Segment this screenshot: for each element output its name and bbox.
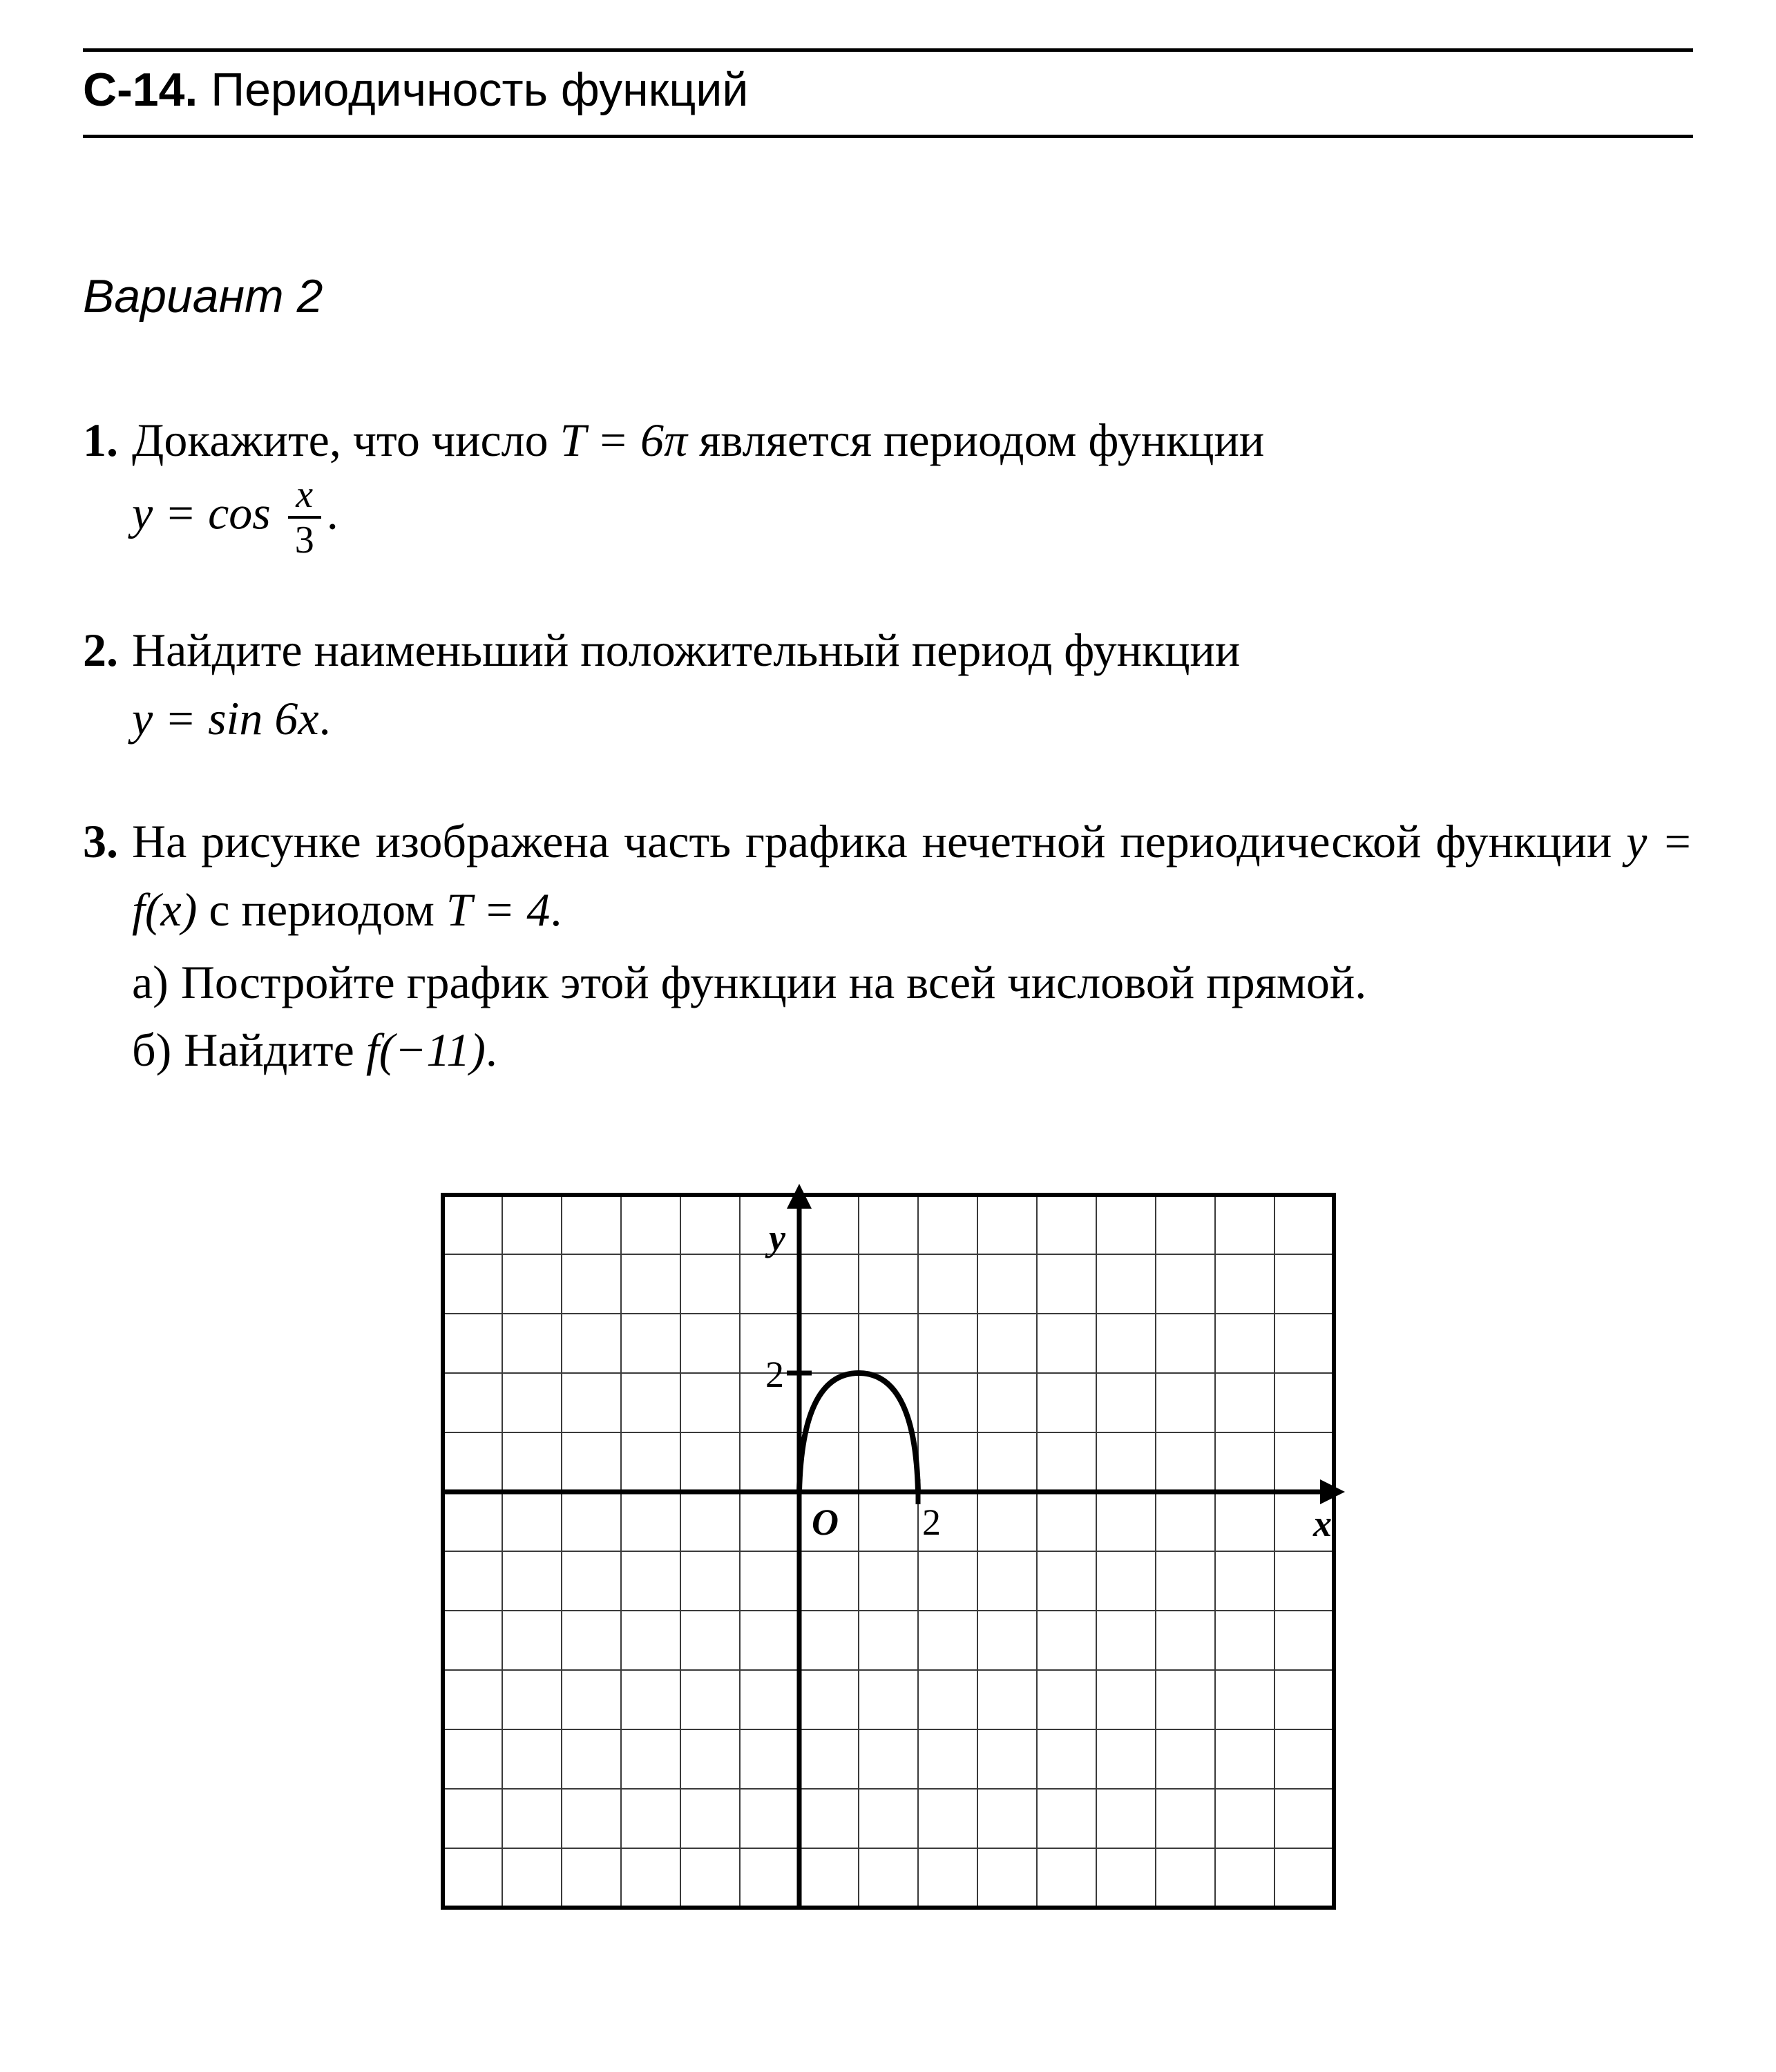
problem-3-period: . [550,883,562,936]
problem-3: 3. На рисунке изображена часть графика н… [83,807,1693,1084]
chart: yxO22 [415,1167,1362,1935]
problem-2-eq: y = sin 6x [132,692,319,745]
problem-3-sub-b-label: б) [132,1016,184,1084]
problem-3-body: На рисунке изображена часть графика нече… [132,807,1693,1084]
problem-3-text-b: с периодом [197,883,446,936]
problem-3-text-a: На рисунке изображена часть графика нече… [132,815,1626,867]
section-title: Периодичность функций [211,64,748,116]
problem-3-sub-a-text: Постройте график этой функции на всей чи… [181,948,1693,1017]
svg-text:2: 2 [922,1502,941,1543]
problem-2-text-a: Найдите наименьший положительный период … [132,624,1240,676]
section-header: С-14. Периодичность функций [83,52,1693,135]
problem-3-sub-a-label: а) [132,948,181,1017]
section-code: С-14. [83,64,198,116]
svg-text:x: x [1312,1503,1332,1544]
rule-bottom [83,135,1693,138]
problem-2-number: 2. [83,616,132,752]
problem-1-frac-top: x [288,474,321,519]
problem-2-body: Найдите наименьший положительный период … [132,616,1693,752]
problem-1: 1. Докажите, что число T = 6π является п… [83,406,1693,561]
svg-text:O: O [812,1502,839,1543]
problem-2: 2. Найдите наименьший положительный пери… [83,616,1693,752]
problem-1-fraction: x3 [288,474,321,562]
problem-3-sub-b: б) Найдите f(−11). [132,1016,1693,1084]
problem-1-text-a: Докажите, что число [132,414,560,466]
problem-2-period: . [319,692,331,745]
problem-1-text-b: является периодом функции [687,414,1264,466]
problem-3-sub-b-text: Найдите f(−11). [184,1016,1693,1084]
problem-1-period: . [327,486,338,539]
problem-1-eq-prefix: y = cos [132,486,283,539]
problem-1-frac-bot: 3 [288,519,321,561]
svg-text:2: 2 [765,1354,784,1395]
problem-3-sub-a: а) Постройте график этой функции на всей… [132,948,1693,1017]
problem-3-number: 3. [83,807,132,1084]
problem-1-body: Докажите, что число T = 6π является пери… [132,406,1693,561]
chart-container: yxO22 [83,1167,1693,1935]
problem-3-sublist: а) Постройте график этой функции на всей… [132,948,1693,1084]
problem-1-number: 1. [83,406,132,561]
problems-container: 1. Докажите, что число T = 6π является п… [83,406,1693,1084]
variant-label: Вариант 2 [83,269,1693,323]
problem-3-eq-T: T = 4 [446,883,550,936]
problem-1-T: T = 6π [560,414,688,466]
